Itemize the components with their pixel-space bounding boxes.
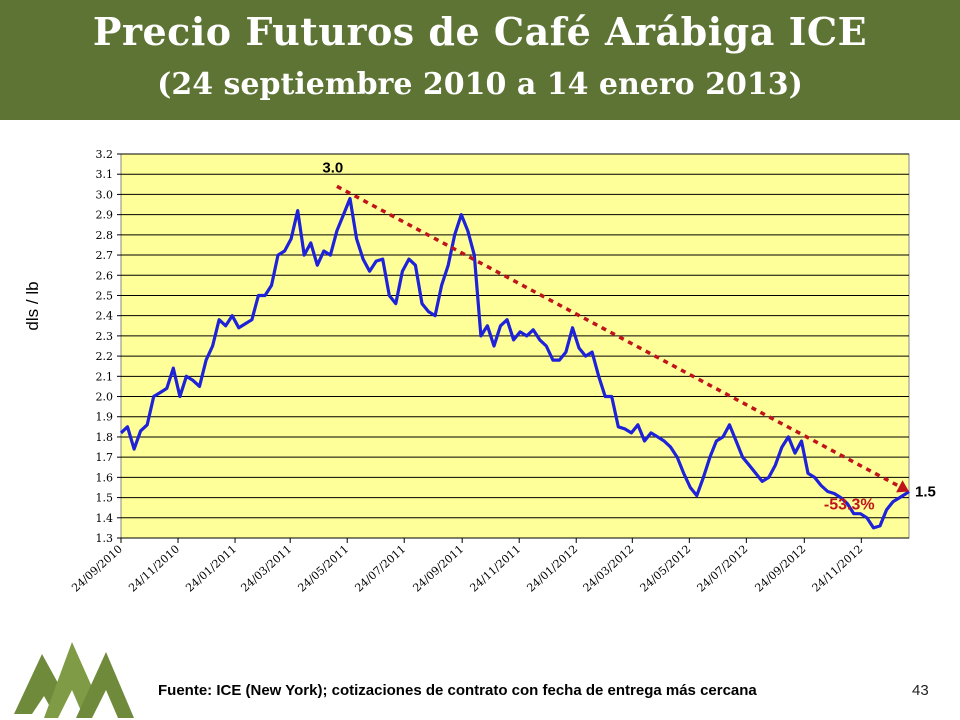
x-axis: 24/09/2010 24/11/2010 24/01/2011 24/03/2011… [69,538,865,595]
x-tick-label: 24/09/2011 [410,543,466,595]
y-tick-label: 2.8 [96,229,114,242]
x-tick-label: 24/05/2011 [295,543,351,595]
x-tick-label: 24/11/2011 [467,543,523,595]
slide-subtitle: (24 septiembre 2010 a 14 enero 2013) [157,67,803,102]
page-number: 43 [912,682,929,699]
y-tick-label: 2.4 [96,310,114,323]
x-tick-label: 24/05/2012 [638,543,694,595]
end-label: 1.5 [915,484,936,501]
slide-title: Precio Futuros de Café Arábiga ICE [92,9,868,54]
y-tick-label: 2.9 [96,209,114,222]
y-tick-label: 1.6 [96,471,114,484]
x-tick-label: 24/11/2012 [810,543,866,595]
y-tick-label: 2.0 [96,391,114,404]
y-tick-label: 1.9 [96,411,114,424]
y-tick-label: 1.3 [96,532,114,545]
y-tick-label: 1.4 [96,512,114,525]
logo-icon [14,642,134,718]
peak-label: 3.0 [322,159,343,176]
price-series-line [119,196,910,530]
x-tick-label: 24/01/2012 [524,543,580,595]
plot-area [120,153,910,539]
y-axis-label: dls / lb [23,281,42,330]
y-tick-label: 2.7 [96,249,114,262]
footer: Fuente: ICE (New York); cotizaciones de … [0,630,960,720]
y-tick-label: 3.1 [96,168,114,181]
x-tick-label: 24/01/2011 [183,543,239,595]
x-tick-label: 24/09/2010 [69,543,125,595]
y-tick-label: 2.6 [96,269,114,282]
source-note: Fuente: ICE (New York); cotizaciones de … [158,682,757,699]
change-label: -53.3% [824,497,875,514]
y-tick-label: 1.7 [96,451,114,464]
x-tick-label: 24/03/2011 [238,543,294,595]
x-tick-label: 24/07/2011 [352,543,408,595]
price-chart: 1.3 1.4 1.5 1.6 1.7 1.8 1.9 2.0 2.1 2.2 2.3 2.4 2.5 2… [23,148,936,595]
title-banner: Precio Futuros de Café Arábiga ICE (24 s… [0,0,960,120]
y-tick-label: 2.1 [96,370,114,383]
x-tick-label: 24/11/2010 [126,543,182,595]
trend-line [336,184,902,489]
y-tick-label: 2.5 [96,289,114,302]
y-tick-label: 3.2 [96,148,114,161]
trend-arrow-head [896,480,909,493]
y-tick-label: 2.2 [96,350,114,363]
x-tick-label: 24/09/2012 [752,543,808,595]
y-tick-label: 1.8 [96,431,114,444]
y-tick-label: 2.3 [96,330,114,343]
y-tick-label: 1.5 [96,492,114,505]
x-tick-label: 24/07/2012 [695,543,751,595]
x-tick-label: 24/03/2012 [581,543,637,595]
y-tick-label: 3.0 [96,188,114,201]
y-axis: 1.3 1.4 1.5 1.6 1.7 1.8 1.9 2.0 2.1 2.2 2.3 2.4 2.5 2… [96,148,121,545]
